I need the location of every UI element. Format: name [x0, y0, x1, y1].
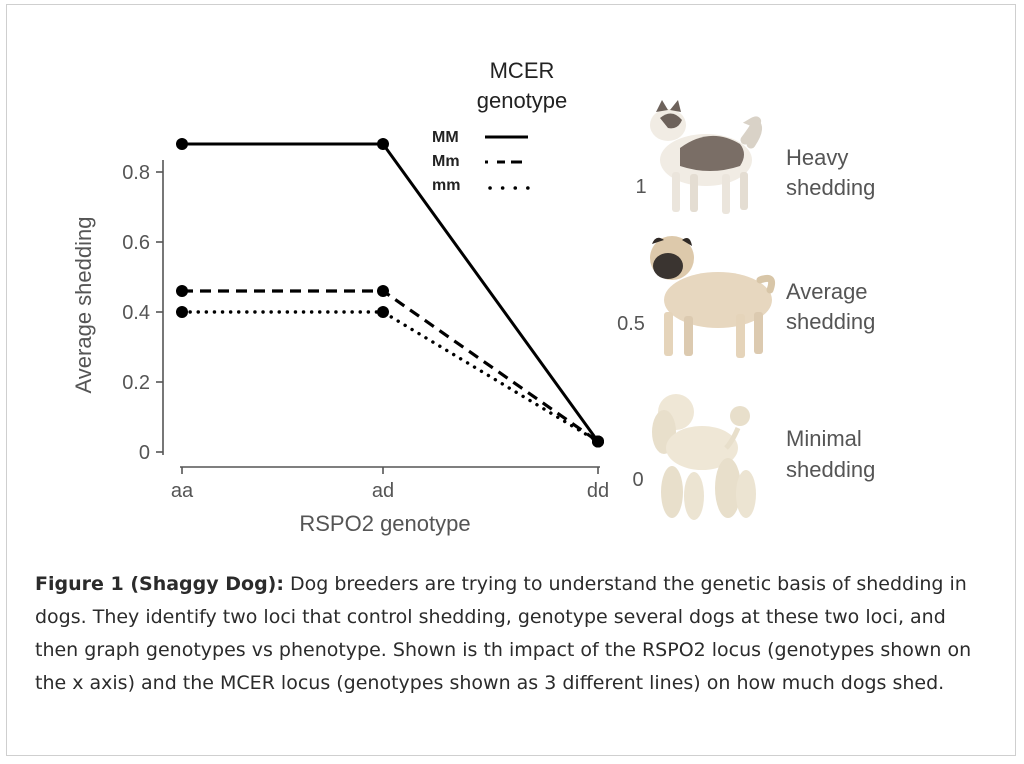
- series-point-dotted: [592, 435, 604, 448]
- y-tick-label: 0.6: [122, 232, 150, 254]
- caption-text: Dog breeders are trying to understand th…: [35, 573, 972, 694]
- series-point-dashed: [377, 285, 389, 297]
- series-point-solid: [377, 138, 389, 150]
- y-axis-label: Average shedding: [71, 217, 96, 394]
- series-point-dotted: [377, 306, 389, 318]
- poodle-dog-image: [652, 394, 756, 520]
- y-tick-label: 0.2: [122, 372, 150, 394]
- figure-frame: [6, 4, 1016, 756]
- phenotype-minimal-line2: shedding: [786, 457, 875, 482]
- phenotype-heavy-line1: Heavy: [786, 145, 848, 170]
- figure-caption: Figure 1 (Shaggy Dog): Dog breeders are …: [35, 568, 995, 700]
- x-tick-label: aa: [171, 480, 194, 502]
- legend-title-line2: genotype: [477, 88, 568, 113]
- x-tick-label: dd: [587, 480, 609, 502]
- series-point-dotted: [176, 306, 188, 318]
- legend: MCER genotype MM Mm mm: [432, 58, 567, 194]
- scale-label-0: 0: [632, 469, 643, 491]
- x-tick-label: ad: [372, 480, 394, 502]
- x-axis-label: RSPO2 genotype: [299, 511, 470, 536]
- y-tick-label: 0: [139, 442, 150, 464]
- series-line-dashed: [182, 289, 599, 443]
- x-ticks: aa ad dd: [171, 467, 609, 502]
- series-group: [176, 138, 604, 448]
- phenotype-average-line1: Average: [786, 279, 868, 304]
- caption-label: Figure 1 (Shaggy Dog):: [35, 573, 284, 595]
- legend-label-mm-lower: mm: [432, 177, 460, 194]
- phenotype-average-line2: shedding: [786, 309, 875, 334]
- y-ticks: 0 0.2 0.4 0.6 0.8: [122, 162, 163, 464]
- phenotype-minimal-line1: Minimal: [786, 426, 862, 451]
- y-tick-label: 0.4: [122, 302, 150, 324]
- scale-label-1: 1: [635, 176, 646, 198]
- akita-dog-image: [650, 100, 762, 214]
- legend-label-mm-upper: MM: [432, 129, 459, 146]
- series-point-solid: [176, 138, 188, 150]
- scale-label-0-5: 0.5: [617, 313, 645, 335]
- pug-dog-image: [650, 236, 776, 358]
- axes: [162, 160, 600, 468]
- series-line-dotted: [180, 310, 600, 444]
- legend-label-mm-mixed: Mm: [432, 153, 460, 170]
- series-point-dashed: [176, 285, 188, 297]
- legend-title-line1: MCER: [490, 58, 555, 83]
- phenotype-heavy-line2: shedding: [786, 175, 875, 200]
- y-tick-label: 0.8: [122, 162, 150, 184]
